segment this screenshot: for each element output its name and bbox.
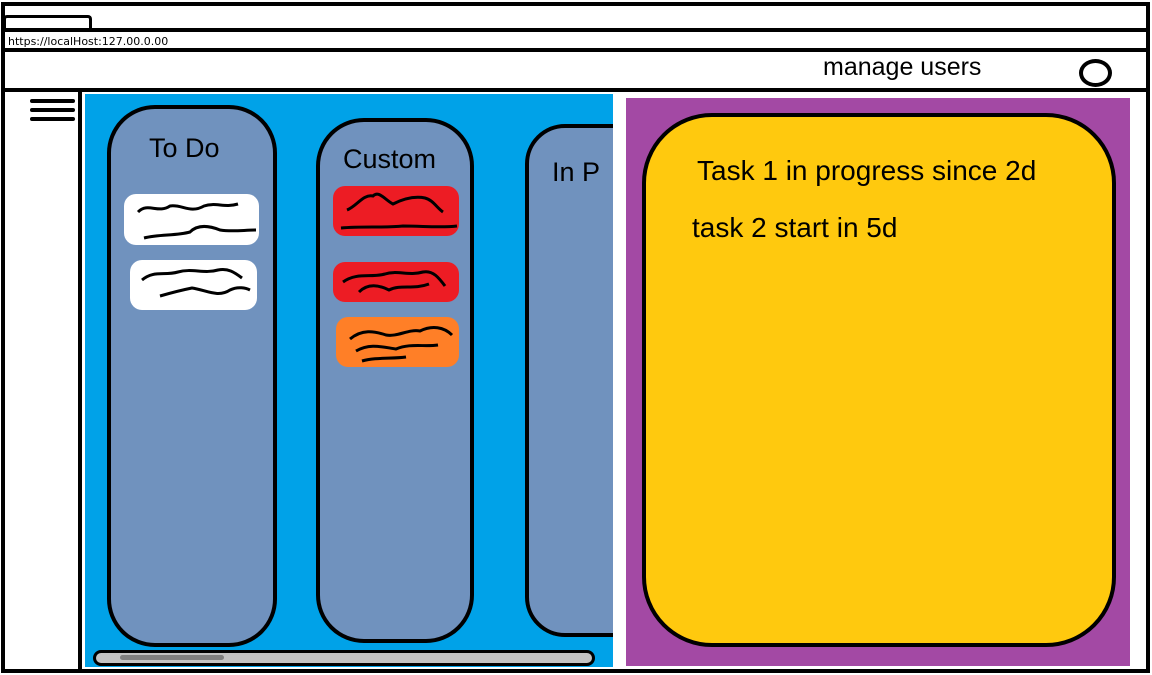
scribble-text-icon xyxy=(136,202,257,240)
column-title-to-do: To Do xyxy=(149,133,220,163)
sidebar xyxy=(1,92,82,673)
scrollbar-thumb[interactable] xyxy=(120,655,224,660)
app-header xyxy=(1,52,1150,92)
task-card[interactable] xyxy=(336,317,459,367)
address-bar-url[interactable]: https://localHost:127.00.0.00 xyxy=(8,35,169,48)
manage-users-link[interactable]: manage users xyxy=(823,53,982,81)
scribble-text-icon xyxy=(141,268,251,298)
scribble-text-icon xyxy=(340,192,458,230)
board-horizontal-scrollbar[interactable] xyxy=(93,650,595,666)
task-card[interactable] xyxy=(333,186,459,236)
scribble-text-icon xyxy=(342,270,447,294)
task-card[interactable] xyxy=(130,260,257,310)
task-card[interactable] xyxy=(333,262,459,302)
profile-icon[interactable] xyxy=(1079,59,1112,87)
column-to-do[interactable] xyxy=(107,105,277,647)
task-status-card xyxy=(642,113,1116,647)
column-title-in-progress: In P xyxy=(552,157,601,187)
hamburger-menu-icon[interactable] xyxy=(30,99,75,126)
task-status-line: Task 1 in progress since 2d xyxy=(697,155,1037,186)
column-in-progress[interactable] xyxy=(525,124,613,637)
task-status-line: task 2 start in 5d xyxy=(692,212,898,243)
tab-strip xyxy=(1,2,1150,32)
kanban-board: To Do Custom In P xyxy=(85,94,613,667)
task-card[interactable] xyxy=(124,194,259,245)
column-title-custom: Custom xyxy=(343,144,437,174)
browser-tab[interactable] xyxy=(3,15,92,29)
address-bar[interactable] xyxy=(1,32,1150,52)
scribble-text-icon xyxy=(349,326,454,363)
